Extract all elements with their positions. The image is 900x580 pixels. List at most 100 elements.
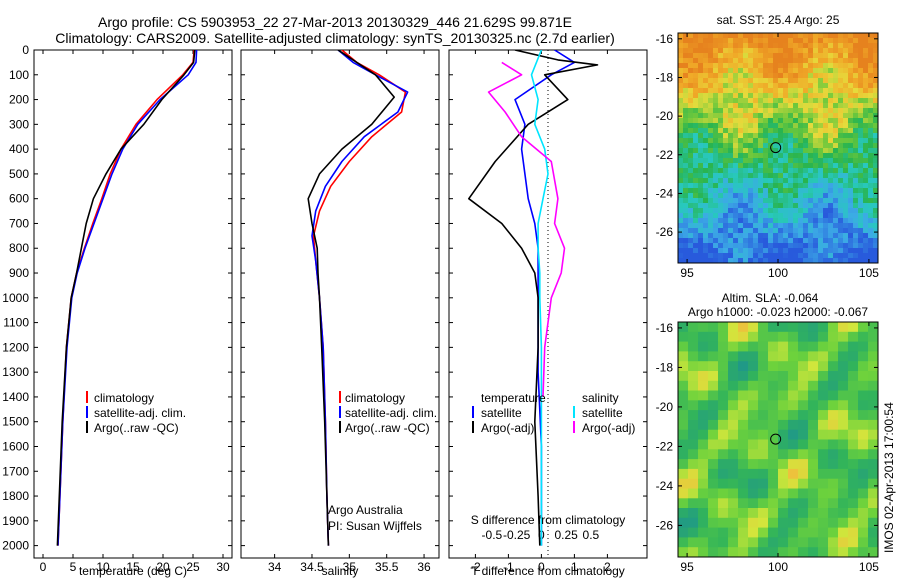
heatmap-cell xyxy=(693,113,699,119)
heatmap-cell xyxy=(723,78,729,84)
heatmap-cell xyxy=(848,203,854,209)
heatmap-cell xyxy=(843,163,849,169)
heatmap-cell xyxy=(773,248,779,254)
map-y-tick-label: -18 xyxy=(656,70,674,84)
heatmap-cell xyxy=(858,527,869,538)
heatmap-cell xyxy=(838,53,844,59)
depth-tick-label: 500 xyxy=(9,167,29,181)
map-y-tick-label: -20 xyxy=(656,400,674,414)
map-x-tick-label: 100 xyxy=(768,560,788,574)
heatmap-cell xyxy=(723,138,729,144)
heatmap-cell xyxy=(828,133,834,139)
heatmap-cell xyxy=(748,341,759,352)
heatmap-cell xyxy=(693,63,699,69)
heatmap-cell xyxy=(698,178,704,184)
heatmap-cell xyxy=(803,93,809,99)
heatmap-cell xyxy=(798,88,804,94)
heatmap-cell xyxy=(708,178,714,184)
heatmap-cell xyxy=(723,233,729,239)
heatmap-cell xyxy=(788,118,794,124)
heatmap-cell xyxy=(823,103,829,109)
heatmap-cell xyxy=(778,223,784,229)
heatmap-cell xyxy=(748,158,754,164)
heatmap-cell xyxy=(718,361,729,372)
heatmap-cell xyxy=(813,223,819,229)
heatmap-cell xyxy=(723,143,729,149)
heatmap-cell xyxy=(718,63,724,69)
heatmap-cell xyxy=(743,73,749,79)
heatmap-cell xyxy=(798,98,804,104)
heatmap-cell xyxy=(703,118,709,124)
heatmap-cell xyxy=(768,108,774,114)
heatmap-cell xyxy=(763,173,769,179)
heatmap-cell xyxy=(808,113,814,119)
heatmap-cell xyxy=(838,517,849,529)
heatmap-cell xyxy=(793,143,799,149)
heatmap-cell xyxy=(713,33,719,39)
heatmap-cell xyxy=(708,83,714,89)
heatmap-cell xyxy=(873,198,878,204)
heatmap-cell xyxy=(868,133,874,139)
heatmap-cell xyxy=(748,98,754,104)
heatmap-cell xyxy=(713,213,719,219)
heatmap-cell xyxy=(828,508,839,519)
heatmap-cell xyxy=(738,498,749,509)
heatmap-cell xyxy=(778,178,784,184)
heatmap-cell xyxy=(863,153,869,159)
heatmap-cell xyxy=(798,228,804,234)
heatmap-cell xyxy=(783,203,789,209)
heatmap-cell xyxy=(688,223,694,229)
temperature-xlabel: temperature (deg C) xyxy=(79,564,187,578)
heatmap-cell xyxy=(808,33,814,39)
heatmap-cell xyxy=(678,153,684,159)
heatmap-cell xyxy=(798,248,804,254)
map-y-tick-label: -22 xyxy=(656,148,674,162)
heatmap-cell xyxy=(783,173,789,179)
heatmap-cell xyxy=(783,243,789,249)
heatmap-cell xyxy=(848,223,854,229)
heatmap-cell xyxy=(813,218,819,224)
heatmap-cell xyxy=(873,243,878,249)
heatmap-cell xyxy=(708,58,714,64)
heatmap-cell xyxy=(873,258,878,263)
heatmap-cell xyxy=(773,223,779,229)
heatmap-cell xyxy=(793,63,799,69)
heatmap-cell xyxy=(713,113,719,119)
heatmap-cell xyxy=(678,218,684,224)
heatmap-cell xyxy=(793,123,799,129)
heatmap-cell xyxy=(863,173,869,179)
heatmap-cell xyxy=(758,400,769,411)
heatmap-cell xyxy=(838,68,844,74)
heatmap-cell xyxy=(728,223,734,229)
heatmap-cell xyxy=(758,547,769,557)
heatmap-cell xyxy=(828,168,834,174)
heatmap-cell xyxy=(743,103,749,109)
heatmap-cell xyxy=(713,153,719,159)
heatmap-cell xyxy=(803,123,809,129)
heatmap-cell xyxy=(723,123,729,129)
heatmap-cell xyxy=(803,198,809,204)
heatmap-cell xyxy=(703,123,709,129)
heatmap-cell xyxy=(738,193,744,199)
heatmap-cell xyxy=(828,361,839,372)
heatmap-cell xyxy=(693,193,699,199)
heatmap-cell xyxy=(793,38,799,44)
heatmap-cell xyxy=(808,98,814,104)
heatmap-cell xyxy=(778,478,789,490)
heatmap-cell xyxy=(678,517,689,529)
heatmap-cell xyxy=(688,58,694,64)
heatmap-cell xyxy=(838,128,844,134)
heatmap-cell xyxy=(798,93,804,99)
heatmap-cell xyxy=(703,133,709,139)
heatmap-cell xyxy=(698,547,709,557)
heatmap-cell xyxy=(763,58,769,64)
heatmap-cell xyxy=(818,88,824,94)
heatmap-cell xyxy=(833,83,839,89)
heatmap-cell xyxy=(768,218,774,224)
heatmap-cell xyxy=(813,158,819,164)
heatmap-cell xyxy=(838,223,844,229)
heatmap-cell xyxy=(818,449,829,460)
heatmap-cell xyxy=(753,238,759,244)
heatmap-cell xyxy=(733,33,739,39)
heatmap-cell xyxy=(853,108,859,114)
